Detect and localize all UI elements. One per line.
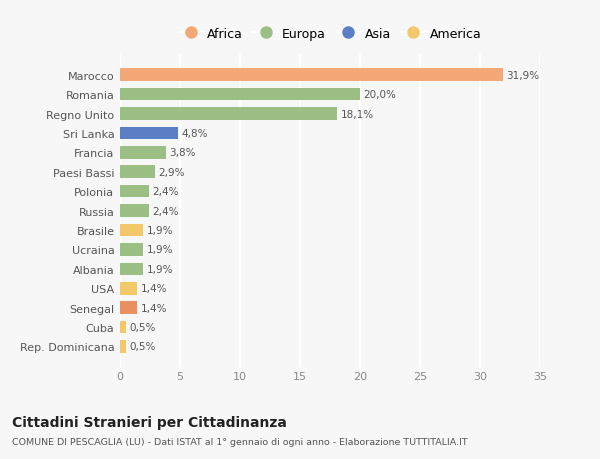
Text: 18,1%: 18,1%: [341, 109, 374, 119]
Legend: Africa, Europa, Asia, America: Africa, Europa, Asia, America: [175, 24, 485, 45]
Bar: [120, 205, 149, 218]
Bar: [120, 147, 166, 159]
Text: 1,4%: 1,4%: [140, 303, 167, 313]
Bar: [120, 244, 143, 256]
Text: 1,9%: 1,9%: [146, 225, 173, 235]
Text: 2,4%: 2,4%: [152, 206, 179, 216]
Text: 4,8%: 4,8%: [181, 129, 208, 139]
Bar: [120, 224, 143, 237]
Bar: [120, 108, 337, 121]
Bar: [120, 69, 503, 82]
Text: 20,0%: 20,0%: [364, 90, 397, 100]
Bar: [120, 185, 149, 198]
Text: 0,5%: 0,5%: [130, 322, 156, 332]
Bar: [120, 263, 143, 275]
Text: Cittadini Stranieri per Cittadinanza: Cittadini Stranieri per Cittadinanza: [12, 415, 287, 429]
Bar: [120, 166, 155, 179]
Text: 3,8%: 3,8%: [169, 148, 196, 158]
Bar: [120, 341, 126, 353]
Text: 1,4%: 1,4%: [140, 284, 167, 294]
Text: 0,5%: 0,5%: [130, 342, 156, 352]
Bar: [120, 89, 360, 101]
Text: 2,4%: 2,4%: [152, 187, 179, 197]
Bar: [120, 302, 137, 314]
Text: 31,9%: 31,9%: [506, 71, 539, 80]
Bar: [120, 282, 137, 295]
Bar: [120, 321, 126, 334]
Text: 1,9%: 1,9%: [146, 264, 173, 274]
Text: 2,9%: 2,9%: [158, 168, 185, 177]
Bar: [120, 127, 178, 140]
Text: 1,9%: 1,9%: [146, 245, 173, 255]
Text: COMUNE DI PESCAGLIA (LU) - Dati ISTAT al 1° gennaio di ogni anno - Elaborazione : COMUNE DI PESCAGLIA (LU) - Dati ISTAT al…: [12, 437, 467, 446]
